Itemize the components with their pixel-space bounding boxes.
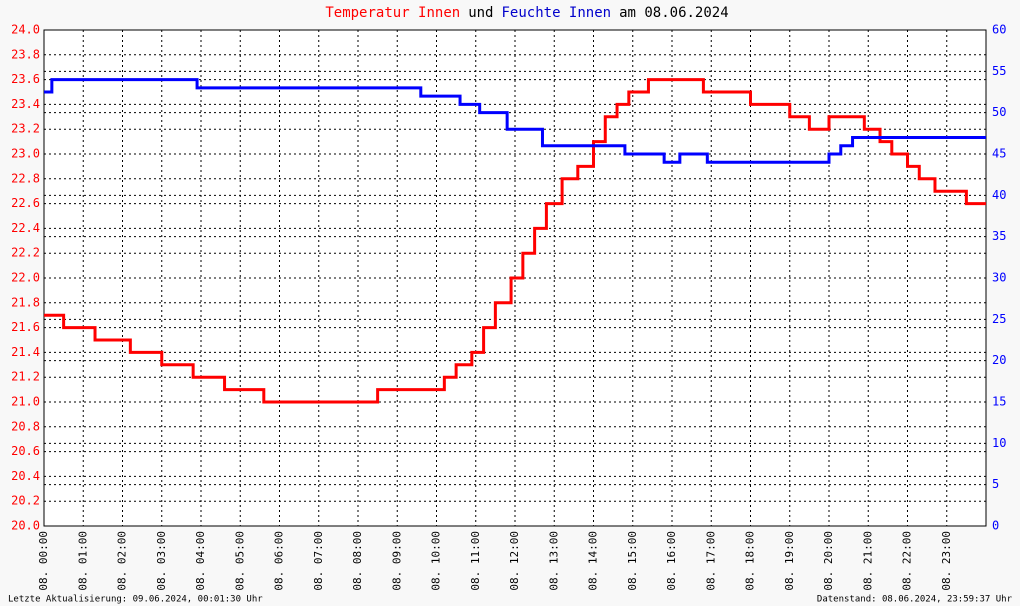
y-tick-label: 22.2 bbox=[11, 246, 40, 260]
y2-tick-label: 20 bbox=[992, 353, 1006, 367]
x-tick-label: 08. 22:00 bbox=[901, 531, 914, 591]
y-tick-label: 23.6 bbox=[11, 72, 40, 86]
y-tick-label: 22.8 bbox=[11, 171, 40, 185]
y2-tick-label: 15 bbox=[992, 395, 1006, 409]
y-tick-label: 22.6 bbox=[11, 196, 40, 210]
x-tick-label: 08. 03:00 bbox=[155, 531, 168, 591]
y-tick-label: 21.6 bbox=[11, 320, 40, 334]
x-tick-label: 08. 09:00 bbox=[390, 531, 403, 591]
data-line bbox=[44, 78, 986, 404]
y2-tick-label: 0 bbox=[992, 519, 999, 533]
footer-right: Datenstand: 08.06.2024, 23:59:37 Uhr bbox=[817, 595, 1013, 605]
y-tick-label: 20.2 bbox=[11, 494, 40, 508]
x-tick-label: 08. 02:00 bbox=[116, 531, 129, 591]
y2-tick-label: 10 bbox=[992, 436, 1006, 450]
y2-tick-label: 50 bbox=[992, 105, 1006, 119]
x-tick-label: 08. 23:00 bbox=[940, 531, 953, 591]
y-tick-label: 23.0 bbox=[11, 147, 40, 161]
footer-left: Letzte Aktualisierung: 09.06.2024, 00:01… bbox=[8, 595, 263, 605]
x-tick-label: 08. 10:00 bbox=[430, 531, 443, 591]
y-tick-label: 23.2 bbox=[11, 122, 40, 136]
x-tick-label: 08. 15:00 bbox=[626, 531, 639, 591]
y-tick-label: 21.0 bbox=[11, 395, 40, 409]
y-tick-label: 21.8 bbox=[11, 295, 40, 309]
x-tick-label: 08. 01:00 bbox=[76, 531, 89, 591]
plot-frame bbox=[43, 29, 987, 527]
x-tick-label: 08. 05:00 bbox=[233, 531, 246, 591]
data-line bbox=[44, 78, 986, 164]
title-part: Feuchte Innen bbox=[502, 5, 612, 21]
y-tick-label: 22.0 bbox=[11, 271, 40, 285]
y-tick-label: 23.8 bbox=[11, 47, 40, 61]
y-tick-label: 21.4 bbox=[11, 345, 40, 359]
y-tick-label: 20.0 bbox=[11, 519, 40, 533]
y2-tick-label: 25 bbox=[992, 312, 1006, 326]
x-tick-label: 08. 14:00 bbox=[587, 531, 600, 591]
y-tick-label: 23.4 bbox=[11, 97, 40, 111]
y-tick-label: 24.0 bbox=[11, 23, 40, 37]
x-tick-label: 08. 20:00 bbox=[822, 531, 835, 591]
x-tick-label: 08. 00:00 bbox=[37, 531, 50, 591]
x-tick-label: 08. 11:00 bbox=[469, 531, 482, 591]
x-tick-label: 08. 16:00 bbox=[665, 531, 678, 591]
title-part: Temperatur Innen bbox=[325, 5, 460, 21]
y-tick-label: 20.4 bbox=[11, 469, 40, 483]
y2-tick-label: 5 bbox=[992, 477, 999, 491]
x-tick-label: 08. 08:00 bbox=[351, 531, 364, 591]
x-tick-label: 08. 04:00 bbox=[194, 531, 207, 591]
x-tick-label: 08. 06:00 bbox=[273, 531, 286, 591]
y2-tick-label: 55 bbox=[992, 64, 1006, 78]
x-tick-label: 08. 12:00 bbox=[508, 531, 521, 591]
title-part: und bbox=[468, 5, 493, 21]
x-tick-label: 08. 07:00 bbox=[312, 531, 325, 591]
y-tick-label: 20.6 bbox=[11, 444, 40, 458]
y-tick-label: 20.8 bbox=[11, 419, 40, 433]
x-tick-label: 08. 18:00 bbox=[744, 531, 757, 591]
y2-tick-label: 35 bbox=[992, 229, 1006, 243]
y2-tick-label: 30 bbox=[992, 271, 1006, 285]
x-tick-label: 08. 21:00 bbox=[861, 531, 874, 591]
y-tick-label: 22.4 bbox=[11, 221, 40, 235]
y2-tick-label: 45 bbox=[992, 147, 1006, 161]
x-tick-label: 08. 19:00 bbox=[783, 531, 796, 591]
chart-title: Temperatur Innen und Feuchte Innen am 08.06… bbox=[325, 5, 728, 21]
y-tick-label: 21.2 bbox=[11, 370, 40, 384]
x-tick-label: 08. 13:00 bbox=[547, 531, 560, 591]
title-part: am 08.06.2024 bbox=[619, 5, 729, 21]
x-tick-label: 08. 17:00 bbox=[704, 531, 717, 591]
y2-tick-label: 40 bbox=[992, 188, 1006, 202]
y2-tick-label: 60 bbox=[992, 23, 1006, 37]
